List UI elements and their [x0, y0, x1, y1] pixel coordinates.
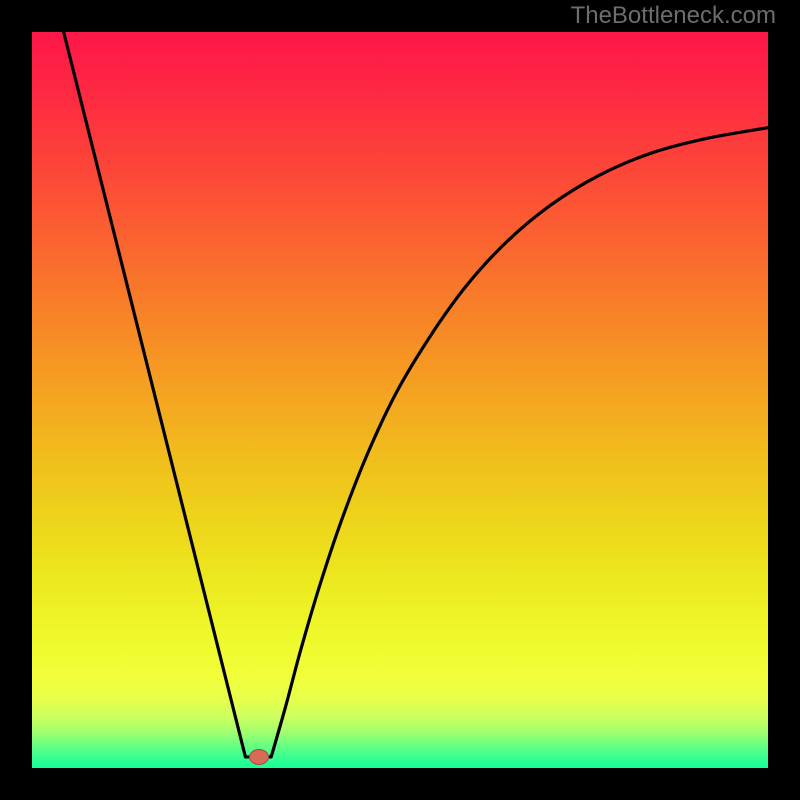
optimum-marker: [249, 749, 269, 765]
plot-area: [32, 32, 768, 768]
chart-stage: TheBottleneck.com: [0, 0, 800, 800]
bottleneck-curve: [32, 32, 768, 768]
watermark-text: TheBottleneck.com: [571, 2, 776, 30]
curve-path: [64, 32, 768, 757]
